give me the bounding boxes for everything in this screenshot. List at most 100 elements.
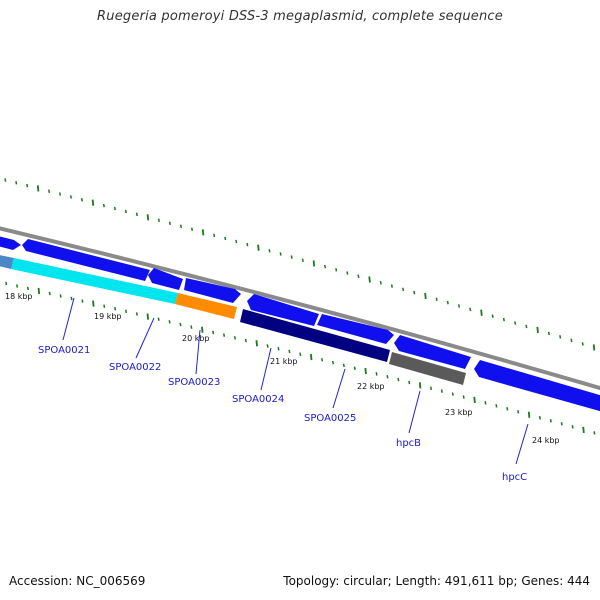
outer-tick-marks — [4, 178, 596, 351]
tick-mark — [69, 195, 73, 199]
forward-gene-arrow[interactable] — [0, 234, 21, 250]
leader-line — [332, 368, 346, 409]
tick-mark — [309, 353, 313, 361]
tick-mark — [424, 292, 427, 300]
gene-label-hpcC[interactable]: hpcC — [502, 472, 527, 483]
tick-mark — [15, 181, 18, 185]
map-title: Ruegeria pomeroyi DSS-3 megaplasmid, com… — [97, 9, 503, 24]
tick-mark — [571, 425, 574, 429]
forward-gene-arrow[interactable] — [184, 278, 241, 303]
gene-labels: SPOA0021 SPOA0022 SPOA0023 SPOA0024 SPOA… — [38, 297, 529, 483]
tick-mark — [190, 227, 194, 232]
tick-mark — [179, 322, 182, 327]
tick-mark — [506, 407, 509, 411]
forward-gene-arrow[interactable] — [22, 239, 150, 281]
tick-mark — [547, 331, 550, 336]
tick-mark — [290, 255, 293, 259]
tick-mark — [201, 326, 204, 333]
tick-mark — [124, 309, 128, 314]
gene-label-hpcB[interactable]: hpcB — [396, 438, 421, 449]
tick-mark — [446, 300, 449, 305]
forward-gene-arrow[interactable] — [317, 314, 394, 344]
forward-gene-arrow[interactable] — [474, 360, 600, 414]
tick-mark — [484, 401, 487, 405]
gene-label-SPOA0024[interactable]: SPOA0024 — [232, 394, 284, 405]
tick-mark — [408, 380, 411, 385]
tick-mark — [124, 209, 127, 214]
tick-mark — [113, 206, 116, 211]
tick-mark — [346, 271, 349, 275]
tick-mark — [418, 382, 422, 389]
tick-mark — [246, 242, 249, 247]
tick-mark — [212, 330, 215, 335]
forward-gene-arrow[interactable] — [394, 335, 471, 369]
tick-mark — [135, 312, 138, 316]
kbp-scale-labels: 18 kbp 19 kbp 20 kbp 21 kbp 22 kbp 23 kb… — [5, 292, 560, 445]
forward-gene-arrow[interactable] — [247, 294, 319, 326]
tick-mark — [312, 260, 316, 267]
tick-mark — [364, 367, 367, 375]
tick-mark — [103, 304, 106, 308]
topology-summary: Topology: circular; Length: 491,611 bp; … — [283, 574, 590, 588]
tick-mark — [168, 320, 171, 324]
tick-mark — [331, 360, 335, 365]
tick-mark — [277, 346, 280, 351]
tick-mark — [559, 335, 562, 339]
tick-mark — [157, 218, 160, 223]
tick-mark — [321, 358, 324, 362]
gene-bar-SPOA0023[interactable] — [240, 309, 390, 362]
tick-mark — [26, 183, 29, 188]
tick-mark — [536, 326, 539, 334]
tick-mark — [5, 281, 8, 286]
tick-mark — [168, 221, 171, 226]
tick-mark — [288, 349, 291, 354]
tick-mark — [91, 199, 95, 206]
kbp-label: 20 kbp — [182, 334, 210, 343]
gene-bar-SPOA0021[interactable] — [11, 258, 178, 304]
tick-mark — [514, 321, 517, 325]
gene-label-SPOA0021[interactable]: SPOA0021 — [38, 345, 90, 356]
gene-bar-SPOA0022[interactable] — [175, 293, 237, 319]
tick-mark — [37, 287, 41, 295]
tick-mark — [244, 338, 247, 343]
tick-mark — [402, 287, 405, 292]
kbp-label: 18 kbp — [5, 292, 33, 301]
tick-mark — [440, 389, 443, 393]
gene-label-SPOA0025[interactable]: SPOA0025 — [304, 413, 356, 424]
gene-bar-SPOA0024[interactable] — [389, 352, 466, 385]
tick-mark — [213, 233, 216, 238]
tick-mark — [223, 333, 226, 337]
tick-mark — [235, 239, 238, 244]
tick-mark — [462, 395, 465, 399]
leader-line — [515, 423, 529, 465]
tick-mark — [357, 274, 360, 279]
tick-mark — [179, 224, 183, 229]
tick-mark — [257, 244, 260, 251]
leader-line — [195, 329, 201, 375]
kbp-label: 19 kbp — [94, 312, 122, 321]
tick-mark — [268, 249, 271, 253]
leader-line — [135, 317, 155, 359]
tick-mark — [80, 198, 83, 202]
forward-gene-arrow[interactable] — [148, 268, 183, 290]
tick-mark — [375, 372, 378, 376]
tick-mark — [266, 344, 269, 348]
tick-mark — [4, 178, 7, 182]
tick-mark — [593, 431, 596, 435]
tick-mark — [342, 363, 345, 368]
tick-mark — [224, 236, 227, 241]
kbp-label: 21 kbp — [270, 357, 298, 366]
tick-mark — [92, 300, 95, 307]
tick-mark — [58, 192, 62, 196]
tick-mark — [495, 404, 498, 408]
tick-mark — [255, 340, 258, 347]
gene-label-SPOA0023[interactable]: SPOA0023 — [168, 377, 220, 388]
tick-mark — [102, 203, 105, 208]
tick-mark — [491, 314, 494, 318]
tick-mark — [48, 291, 51, 296]
gene-label-SPOA0022[interactable]: SPOA0022 — [109, 362, 161, 373]
gene-unnamed-segment[interactable] — [0, 253, 14, 269]
tick-mark — [299, 352, 302, 356]
tick-mark — [386, 375, 389, 379]
